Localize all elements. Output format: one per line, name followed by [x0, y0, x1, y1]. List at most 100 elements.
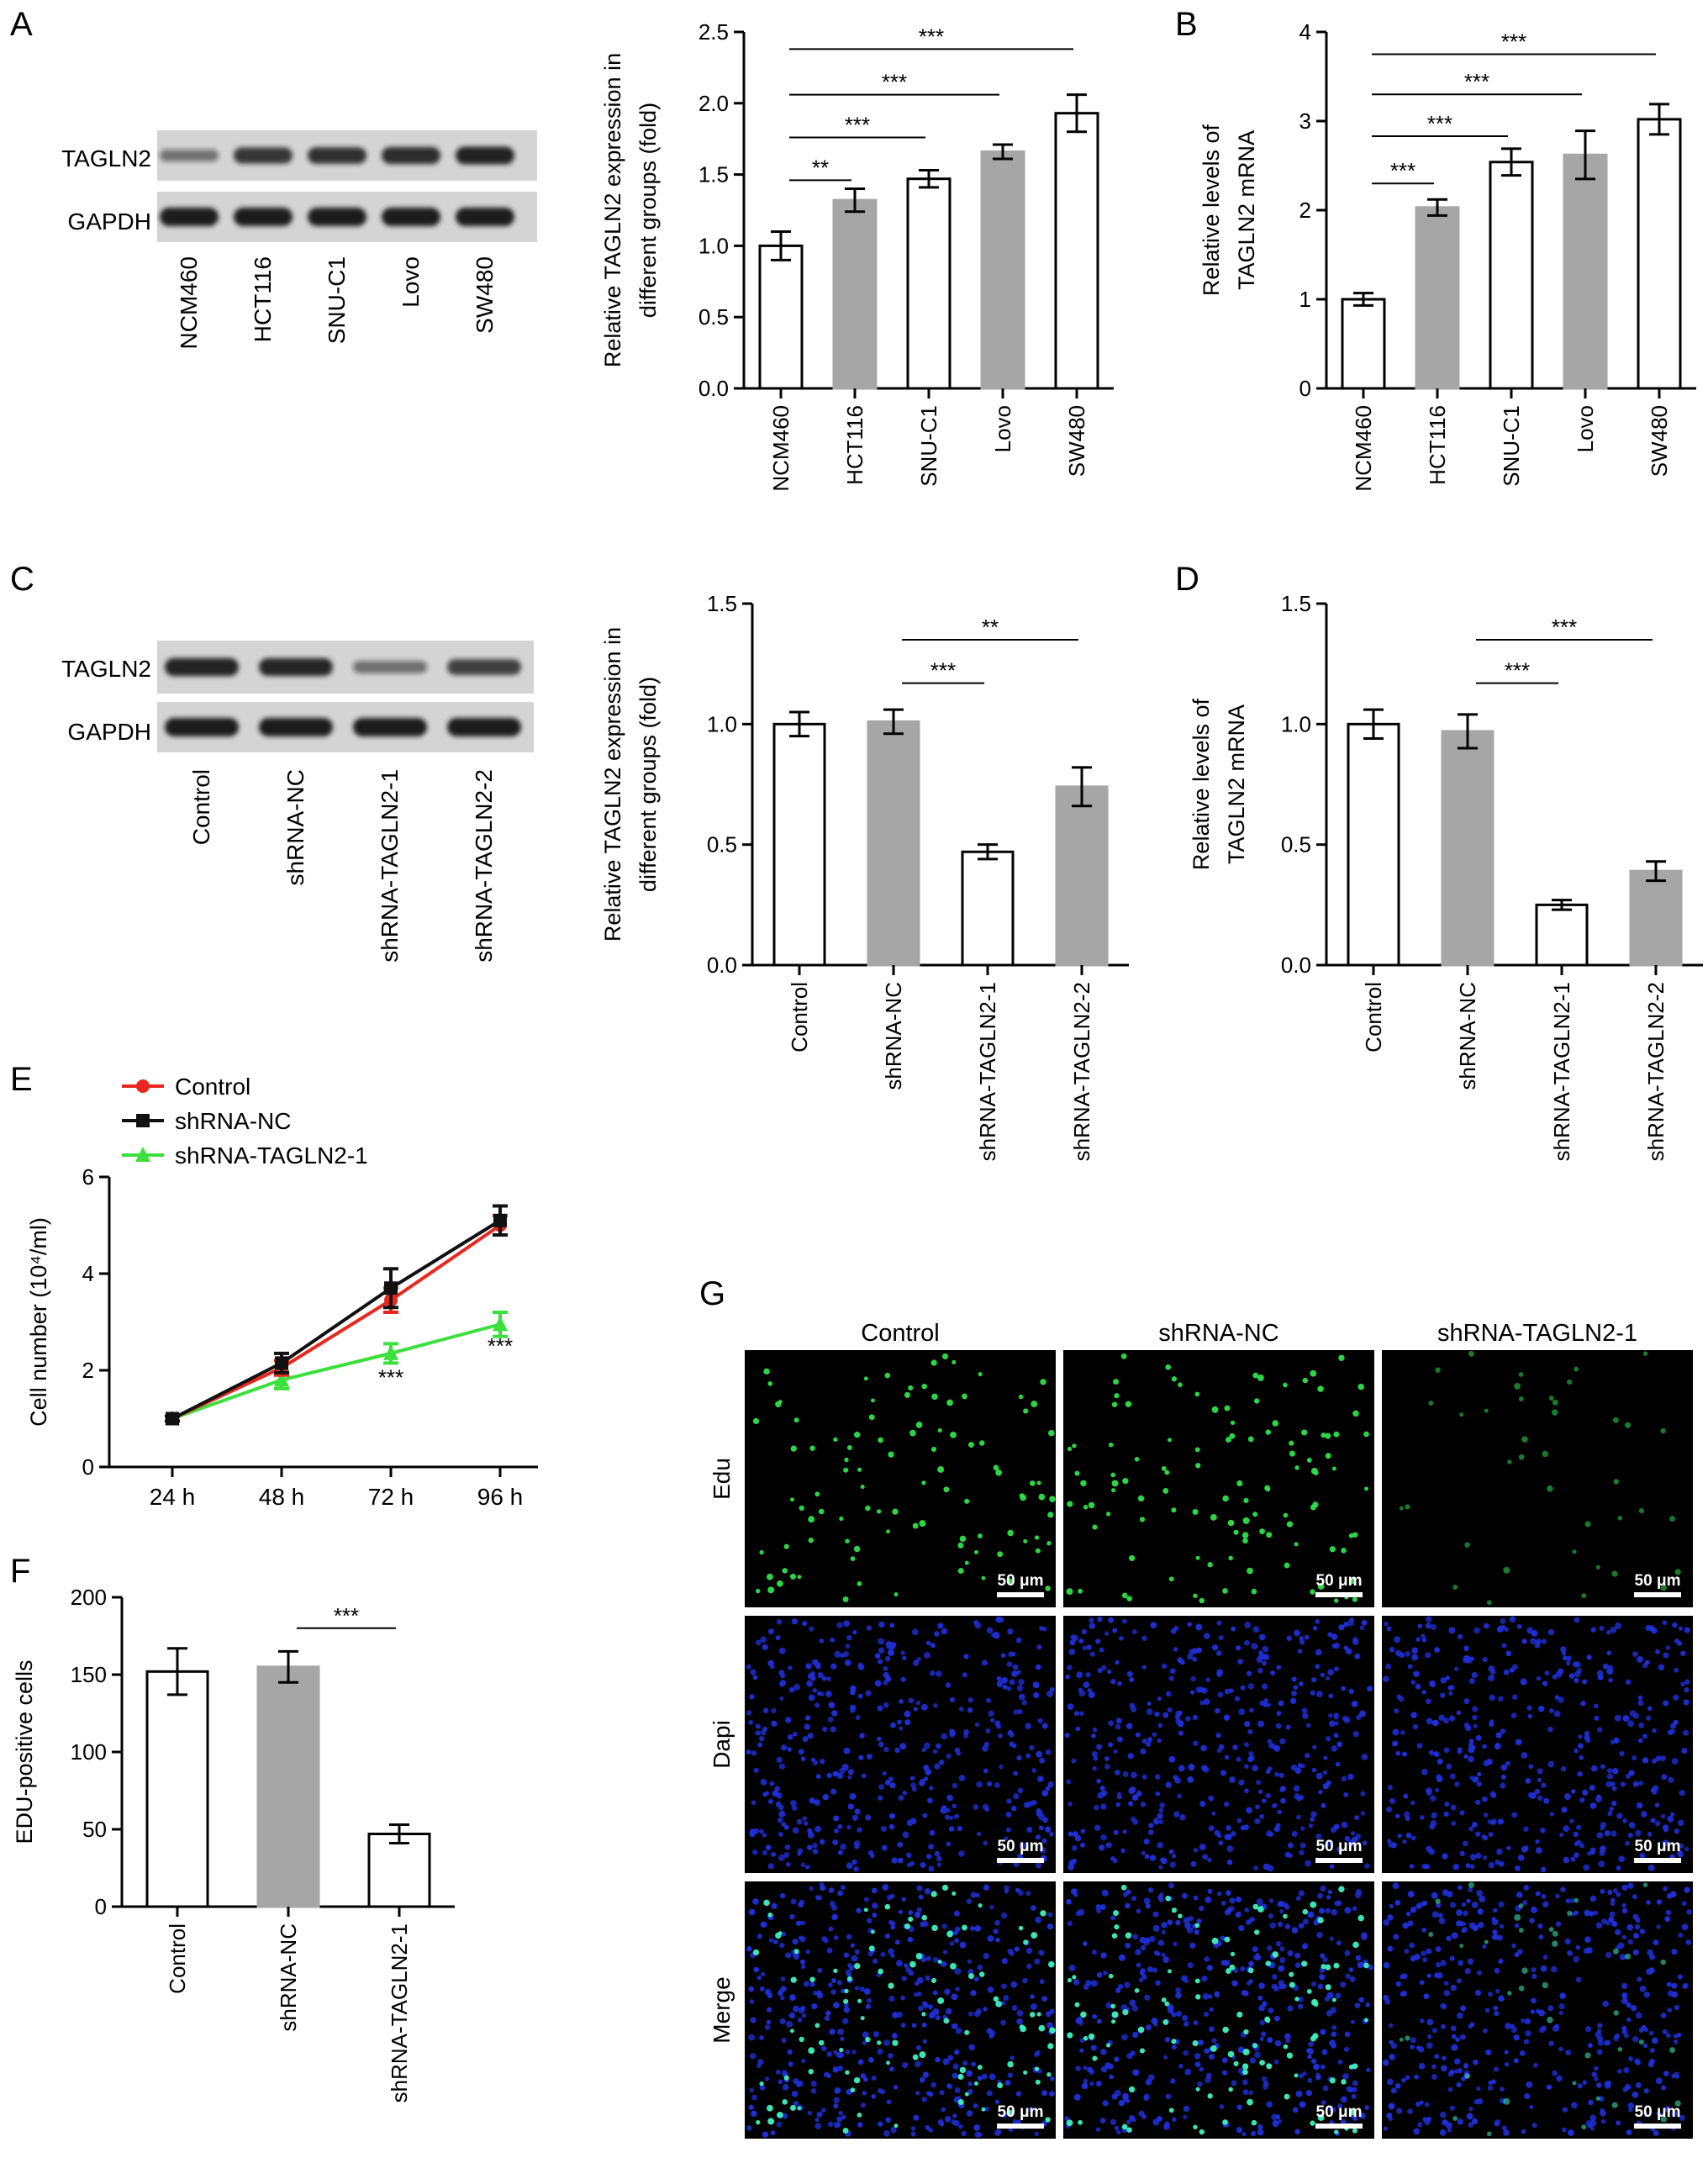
edu-nucleus	[1023, 1939, 1029, 1945]
dapi-nucleus	[1564, 1793, 1571, 1800]
dapi-nucleus	[813, 1990, 818, 1996]
dapi-nucleus	[1563, 1856, 1570, 1864]
dapi-nucleus	[1305, 1723, 1311, 1728]
edu-nucleus	[1357, 1383, 1364, 1390]
dapi-nucleus	[1124, 1981, 1131, 1988]
dapi-nucleus	[914, 2060, 921, 2068]
edu-nucleus	[1321, 1433, 1326, 1438]
edu-nucleus	[1329, 1546, 1336, 1553]
dapi-nucleus	[746, 1664, 751, 1670]
dapi-nucleus	[1143, 1897, 1151, 1905]
significance-label: **	[982, 615, 999, 640]
dapi-nucleus	[782, 2083, 789, 2091]
dapi-nucleus	[1168, 1882, 1175, 1889]
dapi-nucleus	[1010, 1651, 1016, 1657]
dapi-nucleus	[1437, 1758, 1443, 1765]
dapi-nucleus	[1625, 1773, 1631, 1779]
edu-nucleus	[767, 1913, 773, 1918]
edu-nucleus	[1072, 1443, 1077, 1448]
dapi-nucleus	[826, 1676, 831, 1681]
dapi-nucleus	[1193, 1895, 1199, 1901]
dapi-nucleus	[1226, 1834, 1232, 1841]
dapi-nucleus	[953, 1930, 958, 1936]
dapi-nucleus	[1597, 2029, 1602, 2034]
dapi-nucleus	[1025, 1723, 1032, 1729]
dapi-nucleus	[1400, 1974, 1405, 1980]
dapi-nucleus	[1334, 1666, 1339, 1672]
dapi-nucleus	[809, 1981, 815, 1987]
dapi-nucleus	[1131, 2005, 1138, 2012]
edu-nucleus	[1310, 1369, 1317, 1377]
dapi-nucleus	[888, 1948, 894, 1955]
edu-nucleus	[853, 1545, 861, 1553]
dapi-nucleus	[1299, 1638, 1305, 1645]
dapi-nucleus	[1498, 1958, 1504, 1964]
dapi-nucleus	[1648, 2030, 1654, 2036]
dapi-nucleus	[1656, 2111, 1662, 2117]
dapi-nucleus	[998, 1733, 1003, 1739]
edu-nucleus	[1171, 1507, 1177, 1513]
dapi-nucleus	[1559, 1992, 1566, 1999]
dapi-nucleus	[924, 1776, 929, 1781]
dapi-nucleus	[886, 1894, 893, 1901]
dapi-nucleus	[1216, 1620, 1222, 1626]
dapi-nucleus	[1388, 2103, 1395, 2110]
dapi-nucleus	[1610, 1801, 1617, 1807]
dapi-nucleus	[843, 1747, 851, 1754]
dapi-nucleus	[1392, 1882, 1400, 1890]
dapi-nucleus	[800, 1920, 805, 1926]
dapi-nucleus	[1531, 2123, 1537, 2129]
dapi-nucleus	[1451, 2034, 1457, 2039]
dapi-nucleus	[1419, 2100, 1424, 2105]
dapi-nucleus	[1579, 1843, 1585, 1849]
dapi-nucleus	[771, 1852, 776, 1857]
dapi-nucleus	[1100, 2049, 1107, 2055]
dapi-nucleus	[1122, 2092, 1129, 2100]
dapi-nucleus	[782, 2113, 788, 2119]
dapi-nucleus	[1193, 1847, 1199, 1853]
dapi-nucleus	[1326, 1895, 1331, 1900]
edu-nucleus	[1294, 1465, 1299, 1470]
dapi-nucleus	[1455, 2037, 1460, 2042]
dapi-nucleus	[1214, 1991, 1220, 1997]
dapi-nucleus	[845, 2049, 851, 2055]
dapi-nucleus	[1331, 1745, 1337, 1752]
dapi-nucleus	[1136, 1962, 1141, 1968]
dapi-nucleus	[1621, 2025, 1627, 2031]
dapi-nucleus	[1468, 2106, 1473, 2112]
dapi-nucleus	[866, 1997, 872, 2003]
dapi-nucleus	[1418, 2062, 1426, 2070]
dapi-nucleus	[1625, 1840, 1630, 1846]
edu-nucleus	[1484, 1408, 1489, 1413]
edu-nucleus	[1459, 1412, 1464, 1417]
dapi-nucleus	[957, 1825, 962, 1832]
scale-bar-label: 50 μm	[998, 1838, 1044, 1855]
dapi-nucleus	[1241, 2079, 1248, 2086]
dapi-nucleus	[897, 1841, 904, 1848]
dapi-nucleus	[1686, 1909, 1692, 1915]
edu-nucleus	[1325, 1984, 1331, 1991]
dapi-nucleus	[1407, 1891, 1415, 1898]
dapi-nucleus	[1560, 1646, 1567, 1653]
edu-nucleus	[1289, 1971, 1294, 1977]
dapi-nucleus	[1173, 1647, 1178, 1652]
dapi-nucleus	[1673, 2034, 1679, 2039]
dapi-nucleus	[1206, 1965, 1213, 1971]
dapi-nucleus	[1471, 1745, 1476, 1750]
dapi-nucleus	[1168, 1755, 1176, 1763]
dapi-nucleus	[1217, 1691, 1224, 1698]
dapi-nucleus	[1459, 2034, 1466, 2040]
dapi-nucleus	[1178, 1730, 1184, 1736]
dapi-nucleus	[1165, 1781, 1172, 1788]
edu-nucleus	[957, 1542, 964, 1549]
edu-nucleus	[1074, 2002, 1080, 2008]
edu-nucleus	[1199, 2129, 1205, 2135]
dapi-nucleus	[1549, 1708, 1554, 1713]
dapi-nucleus	[836, 1622, 843, 1628]
dapi-nucleus	[1456, 1909, 1463, 1917]
dapi-nucleus	[1285, 2038, 1291, 2044]
dapi-nucleus	[1618, 1855, 1626, 1863]
dapi-nucleus	[1421, 1928, 1426, 1933]
